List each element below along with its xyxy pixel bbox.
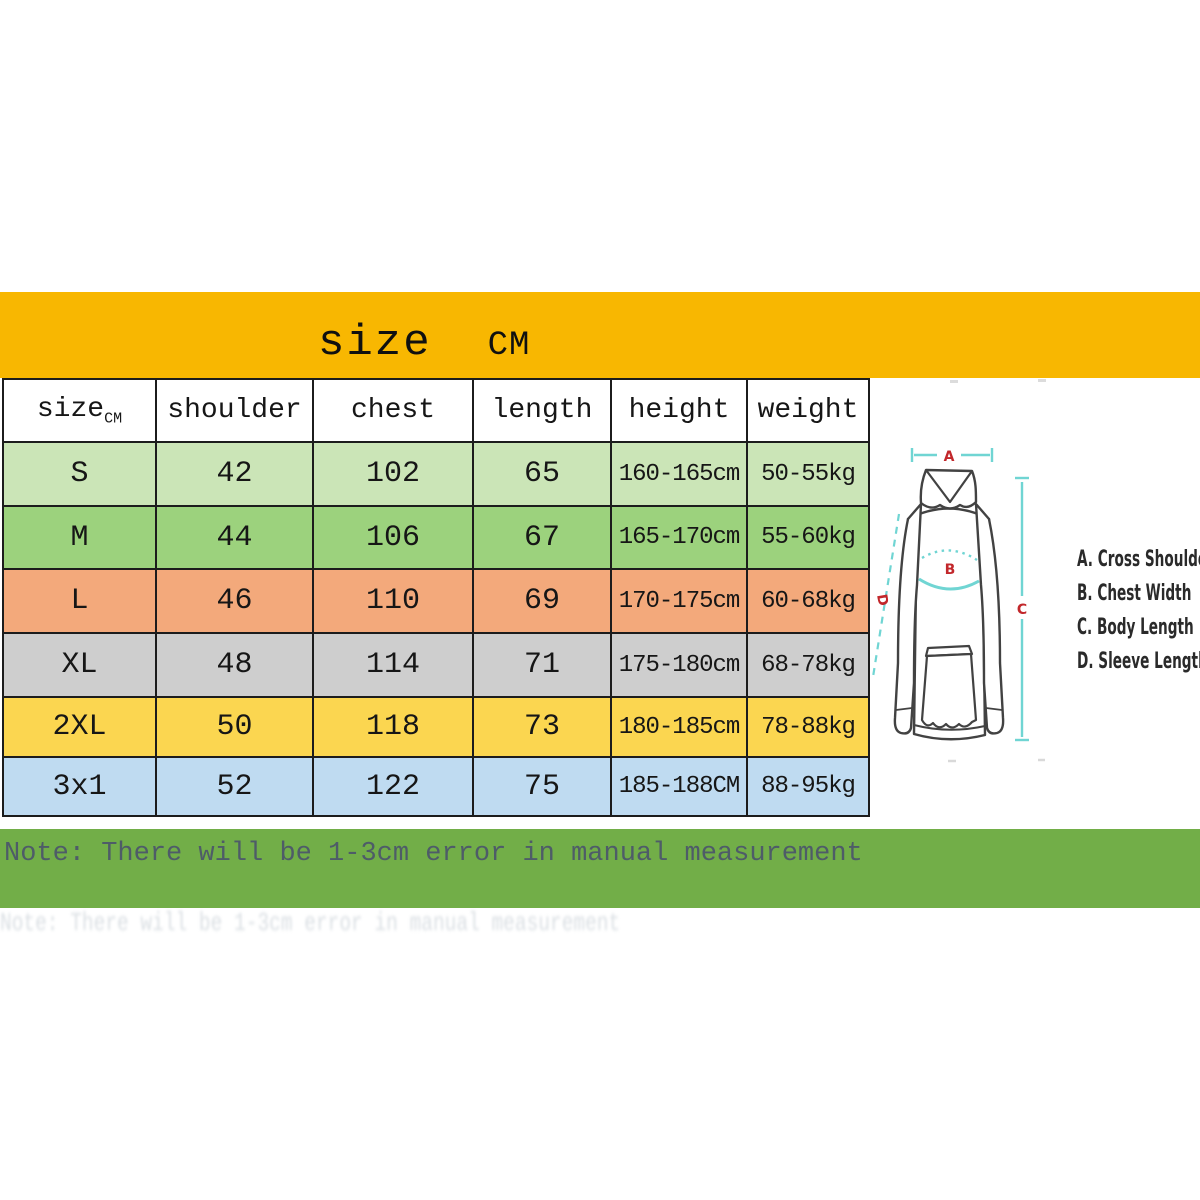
marker-b-label: B [945, 562, 956, 578]
chest-line-solid [918, 577, 980, 591]
title-unit-text: CM [487, 327, 531, 365]
cell-shoulder: 42 [155, 441, 314, 507]
cell-height: 160-165cm [610, 441, 748, 507]
cell-chest: 106 [312, 505, 474, 570]
cell-chest: 110 [312, 568, 474, 634]
measure-legend: A. Cross Shoulder B. Chest Width C. Body… [1077, 543, 1200, 679]
legend-item-b: B. Chest Width [1077, 581, 1192, 606]
cell-weight: 60-68kg [746, 568, 870, 634]
cell-length: 67 [472, 505, 612, 570]
measure-line-c [1015, 476, 1029, 742]
cell-height: 165-170cm [610, 505, 748, 570]
cell-weight: 50-55kg [746, 441, 870, 507]
cell-size: 3x1 [2, 756, 157, 817]
cell-size: L [2, 568, 157, 634]
cell-length: 73 [472, 696, 612, 758]
table-row-3xl: 3x1 52 122 75 185-188CM 88-95kg [2, 756, 870, 817]
hood-inner-v [925, 469, 973, 504]
title-size-text: size [318, 318, 432, 368]
cell-size: XL [2, 632, 157, 698]
cell-chest: 122 [312, 756, 474, 817]
table-row-s: S 42 102 65 160-165cm 50-55kg [2, 441, 870, 507]
cell-chest: 118 [312, 696, 474, 758]
cell-size: 2XL [2, 696, 157, 758]
table-row-l: L 46 110 69 170-175cm 60-68kg [2, 568, 870, 634]
marker-d-label: D [873, 593, 891, 607]
hoodie-left-sleeve [893, 502, 923, 735]
cell-length: 65 [472, 441, 612, 507]
chest-line-dotted [921, 549, 978, 562]
header-height: height [610, 378, 748, 443]
right-cuff-line [985, 707, 1003, 711]
measure-line-d [871, 513, 901, 678]
cell-size: M [2, 505, 157, 570]
page-title: size CM [318, 318, 530, 368]
cell-chest: 102 [312, 441, 474, 507]
header-size-sub: CM [104, 410, 123, 428]
cell-weight: 88-95kg [746, 756, 870, 817]
hoodie-measure-diagram: A B C D [871, 448, 1045, 763]
legend-item-c: C. Body Length [1077, 615, 1194, 640]
cell-height: 185-188CM [610, 756, 748, 817]
cell-size: S [2, 441, 157, 507]
note-text-ghost: Note: There will be 1-3cm error in manua… [0, 908, 621, 938]
measure-line-a [910, 448, 994, 462]
cell-weight: 78-88kg [746, 696, 870, 758]
cell-shoulder: 48 [155, 632, 314, 698]
cell-height: 175-180cm [610, 632, 748, 698]
header-weight: weight [746, 378, 870, 443]
cell-weight: 68-78kg [746, 632, 870, 698]
cell-length: 71 [472, 632, 612, 698]
header-chest: chest [312, 378, 474, 443]
cell-height: 180-185cm [610, 696, 748, 758]
cell-chest: 114 [312, 632, 474, 698]
note-text: Note: There will be 1-3cm error in manua… [4, 839, 863, 869]
note-bar: Note: There will be 1-3cm error in manua… [0, 829, 1200, 908]
cell-weight: 55-60kg [746, 505, 870, 570]
marker-c-label: C [1017, 602, 1027, 618]
left-cuff-line [895, 707, 913, 711]
hoodie-pocket [920, 652, 978, 729]
cell-shoulder: 46 [155, 568, 314, 634]
legend-item-d: D. Sleeve Length [1077, 649, 1200, 674]
table-row-2xl: 2XL 50 118 73 180-185cm 78-88kg [2, 696, 870, 758]
header-shoulder: shoulder [155, 378, 314, 443]
hoodie-hem-line [913, 724, 986, 731]
size-table: sizeCM shoulder chest length height weig… [2, 378, 870, 817]
header-size: sizeCM [2, 378, 157, 443]
artifact-tick [1038, 379, 1046, 382]
marker-a-label: A [944, 449, 955, 465]
cell-shoulder: 50 [155, 696, 314, 758]
artifact-tick [950, 380, 958, 383]
hoodie-right-sleeve [974, 502, 1005, 735]
table-row-xl: XL 48 114 71 175-180cm 68-78kg [2, 632, 870, 698]
cell-shoulder: 44 [155, 505, 314, 570]
cell-length: 69 [472, 568, 612, 634]
header-length: length [472, 378, 612, 443]
cell-height: 170-175cm [610, 568, 748, 634]
title-banner [0, 292, 1200, 378]
legend-item-a: A. Cross Shoulder [1077, 547, 1200, 572]
cell-length: 75 [472, 756, 612, 817]
table-row-m: M 44 106 67 165-170cm 55-60kg [2, 505, 870, 570]
table-header-row: sizeCM shoulder chest length height weig… [2, 378, 870, 443]
cell-shoulder: 52 [155, 756, 314, 817]
